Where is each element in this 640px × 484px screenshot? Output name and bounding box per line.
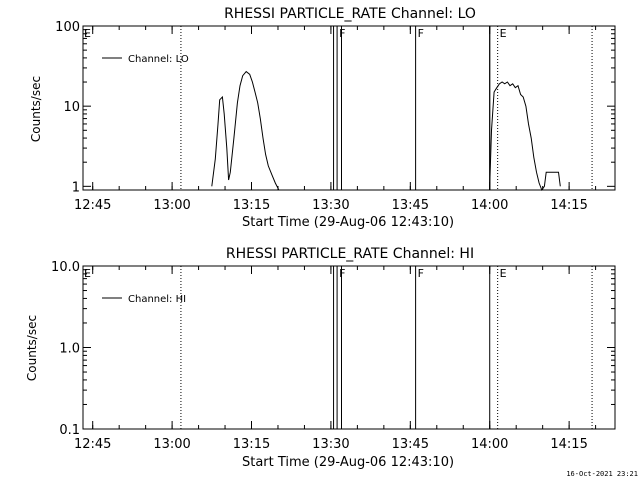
- data-series: [211, 70, 561, 192]
- y-tick-label: 100: [55, 20, 80, 35]
- legend: Channel: LO: [102, 54, 189, 65]
- legend-label: Channel: LO: [128, 54, 189, 65]
- x-axis-ticks: 12:45 13:00 13:15 13:30 13:45 14:00 14:15: [74, 266, 597, 452]
- chart-panel-hi: RHESSI PARTICLE_RATE Channel: HI 12:45 13…: [25, 246, 616, 470]
- x-tick-label: 13:00: [153, 198, 190, 213]
- plot-frame: [82, 265, 616, 430]
- segment-marker-label: E: [500, 27, 507, 40]
- y-axis-ticks: 1 10 100: [55, 20, 615, 195]
- x-tick-label: 14:00: [471, 437, 508, 452]
- x-tick-label: 13:15: [233, 198, 270, 213]
- segment-marker-label: E: [84, 27, 91, 40]
- y-axis-label: Counts/sec: [25, 315, 39, 381]
- chart-panel-lo: RHESSI PARTICLE_RATE Channel: LO 12:45 13…: [29, 6, 616, 230]
- y-tick-label: 1.0: [59, 342, 80, 357]
- chart-title: RHESSI PARTICLE_RATE Channel: LO: [224, 6, 476, 22]
- x-tick-label: 13:30: [312, 198, 349, 213]
- y-axis-ticks: 0.1 1.0 10.0: [51, 260, 615, 438]
- timestamp: 16-Oct-2021 23:21: [566, 470, 638, 478]
- segment-marker-label: E: [500, 267, 507, 280]
- y-tick-label: 10: [63, 100, 80, 115]
- segment-marker-label: F: [418, 27, 424, 40]
- x-tick-label: 12:45: [74, 198, 111, 213]
- series-line: [489, 81, 561, 192]
- segment-marker-label: F: [339, 27, 345, 40]
- x-tick-label: 14:00: [471, 198, 508, 213]
- x-tick-label: 13:45: [392, 437, 429, 452]
- segment-marker-label: F: [339, 267, 345, 280]
- x-tick-label: 14:15: [550, 437, 587, 452]
- x-axis-ticks: 12:45 13:00 13:15 13:30 13:45 14:00 14:15: [74, 26, 597, 213]
- chart-title: RHESSI PARTICLE_RATE Channel: HI: [226, 246, 474, 262]
- legend: Channel: HI: [102, 294, 186, 305]
- x-tick-label: 13:15: [233, 437, 270, 452]
- x-axis-label: Start Time (29-Aug-06 12:43:10): [242, 215, 454, 230]
- y-tick-label: 10.0: [51, 260, 80, 275]
- segment-marker-label: E: [84, 267, 91, 280]
- x-tick-label: 13:45: [392, 198, 429, 213]
- legend-label: Channel: HI: [128, 294, 186, 305]
- x-tick-label: 14:15: [550, 198, 587, 213]
- y-axis-label: Counts/sec: [29, 76, 43, 142]
- x-tick-label: 12:45: [74, 437, 111, 452]
- y-tick-label: 1: [72, 180, 80, 195]
- series-line: [211, 70, 280, 191]
- plot-frame: [82, 25, 616, 191]
- x-tick-label: 13:30: [312, 437, 349, 452]
- x-tick-label: 13:00: [153, 437, 190, 452]
- x-axis-label: Start Time (29-Aug-06 12:43:10): [242, 455, 454, 470]
- y-tick-label: 0.1: [59, 423, 80, 438]
- segment-marker-label: F: [418, 267, 424, 280]
